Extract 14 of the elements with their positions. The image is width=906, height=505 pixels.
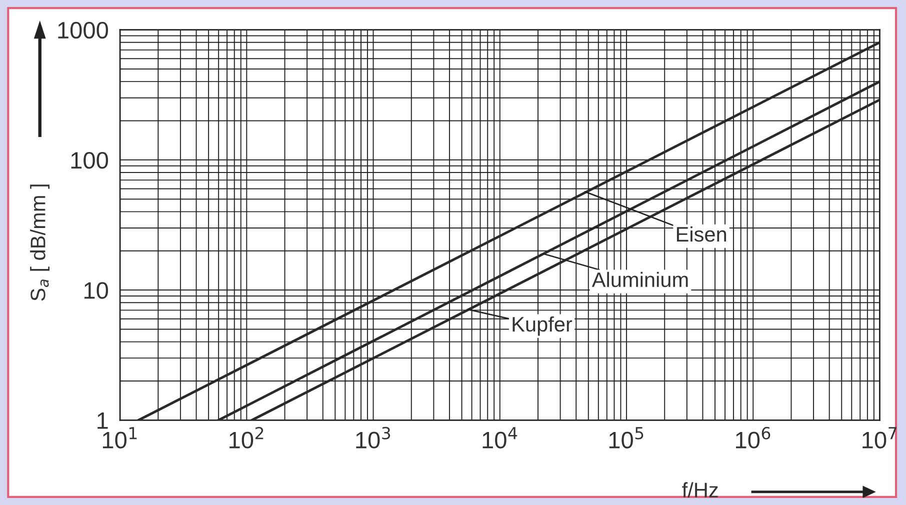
x-tick-label: 10$^{5}$ bbox=[609, 427, 644, 448]
annotation: Kupfer bbox=[512, 316, 572, 336]
y-tick-label: 100 bbox=[71, 152, 108, 169]
x-tick-label: 10$^{6}$ bbox=[736, 426, 770, 448]
y-tick-label: 1 bbox=[98, 412, 108, 429]
x-tick-label: 10$^{4}$ bbox=[482, 427, 518, 448]
y-axis-title: S$_{a}$ [ dB/mm ] bbox=[30, 184, 50, 301]
annotation: Aluminium bbox=[592, 272, 688, 288]
y-tick-label: 1000 bbox=[58, 22, 108, 39]
annotation: Eisen bbox=[676, 226, 726, 242]
y-tick-label: 10 bbox=[84, 282, 108, 299]
x-tick-label: 10$^{3}$ bbox=[356, 426, 390, 448]
x-axis-title: f/Hz bbox=[682, 482, 718, 498]
x-tick-label: 10$^{2}$ bbox=[230, 426, 264, 448]
